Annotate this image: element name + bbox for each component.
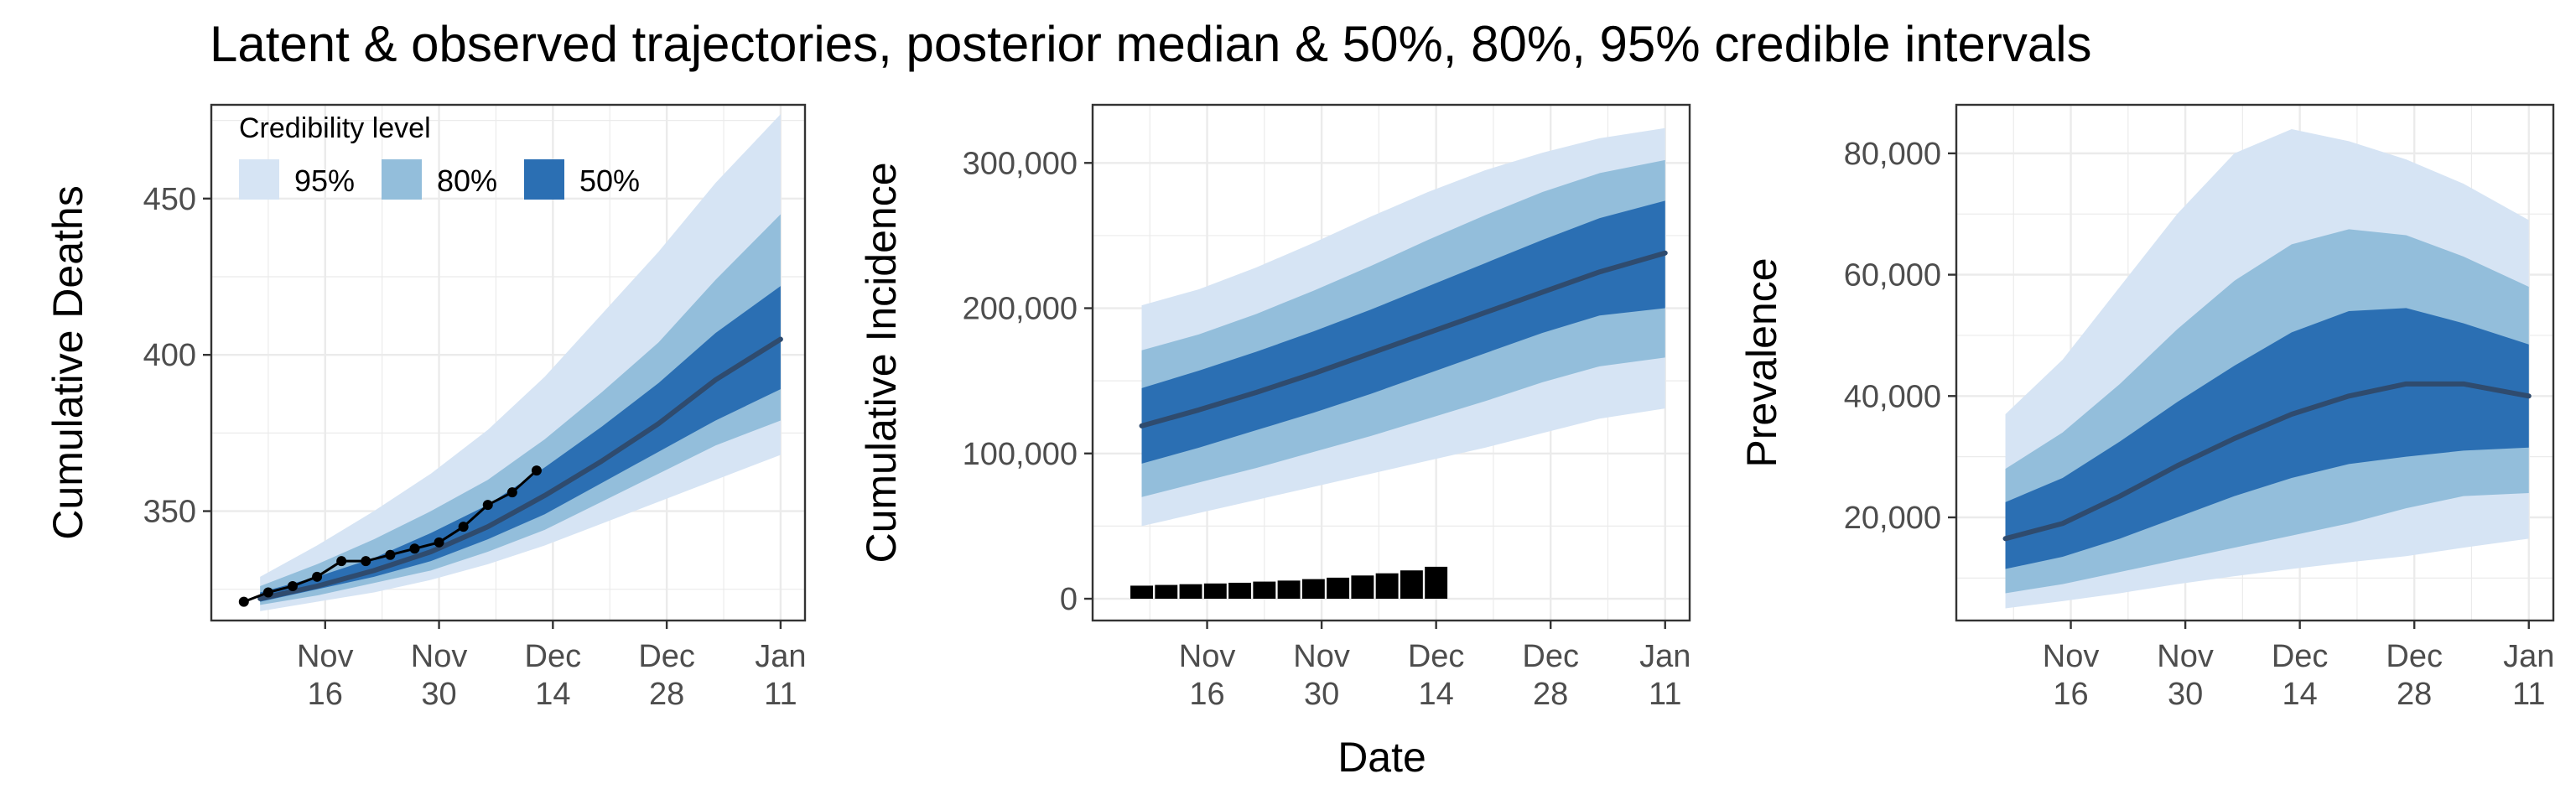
x-tick-label-month: Dec [2386,639,2443,674]
x-tick-label-day: 14 [535,677,570,712]
observed-point [482,500,493,511]
observed-bar [1400,570,1423,600]
x-tick-label-month: Jan [755,639,806,674]
x-tick-label-month: Dec [638,639,695,674]
observed-bar [1277,580,1301,600]
x-tick-label-month: Jan [1639,639,1690,674]
y-tick-label: 200,000 [963,292,1078,327]
legend-label: 80% [437,164,497,198]
observed-point [385,549,396,560]
observed-point [336,556,347,567]
panel-prevalence: 20,00040,00060,00080,000Nov16Nov30Dec14D… [1738,103,2555,712]
x-tick-label-month: Jan [2503,639,2554,674]
band-50 [2005,308,2529,569]
observed-bar [1155,584,1178,600]
observed-bar [1228,582,1252,600]
x-tick-label-day: 14 [1419,677,1454,712]
observed-point [287,581,298,591]
x-tick-label-month: Dec [2272,639,2329,674]
observed-bar [1425,566,1448,600]
median-line [2002,381,2532,542]
observed-point [506,487,517,498]
observed-bar [1203,583,1227,600]
x-tick-label-month: Dec [1408,639,1465,674]
x-tick-label-day: 28 [1533,677,1568,712]
y-tick-label: 60,000 [1844,258,1941,293]
panel-cumulative-deaths: 350400450Nov16Nov30Dec14Dec28Jan11Cumula… [44,103,807,712]
x-tick-label-day: 16 [1189,677,1224,712]
y-tick-label: 20,000 [1844,501,1941,536]
observed-point [409,543,420,554]
median-line [257,336,783,601]
panel-cumulative-incidence: 0100,000200,000300,000Nov16Nov30Dec14Dec… [858,103,1691,712]
y-tick-label: 40,000 [1844,379,1941,414]
band-95 [260,114,781,611]
y-axis-title: Cumulative Deaths [44,185,91,539]
x-axis-title: Date [1337,734,1426,781]
y-tick-label: 400 [143,338,196,373]
legend-label: 95% [294,164,355,198]
observed-point [361,556,371,567]
y-tick-label: 100,000 [963,437,1078,472]
x-tick-label-month: Dec [525,639,582,674]
x-tick-label-month: Nov [297,639,354,674]
x-tick-label-day: 30 [2168,677,2203,712]
legend-key-95 [239,159,279,200]
x-tick-label-month: Nov [2043,639,2100,674]
observed-bar [1351,575,1374,600]
x-tick-label-day: 16 [2053,677,2088,712]
x-tick-label-month: Nov [411,639,468,674]
x-tick-label-day: 11 [1649,677,1681,712]
observed-bar [1179,584,1202,600]
legend-title: Credibility level [239,112,431,144]
legend-label: 50% [579,164,640,198]
observed-bar [1327,577,1350,600]
y-tick-label: 0 [1060,582,1078,617]
observed-point [434,537,444,548]
x-tick-label-day: 28 [649,677,684,712]
x-tick-label-day: 16 [308,677,343,712]
observed-bar [1130,585,1153,600]
x-tick-label-day: 30 [1304,677,1339,712]
observed-point [262,587,273,598]
x-tick-label-day: 28 [2397,677,2432,712]
y-tick-label: 300,000 [963,146,1078,181]
observed-bar [1375,573,1399,600]
x-tick-label-month: Dec [1522,639,1579,674]
x-tick-label-month: Nov [1293,639,1350,674]
x-tick-label-day: 14 [2283,677,2318,712]
panel-border [1091,103,1691,622]
legend-key-80 [382,159,422,200]
observed-bar [1301,579,1325,600]
band-50 [1141,200,1665,464]
x-tick-label-month: Nov [2157,639,2214,674]
y-tick-label: 80,000 [1844,137,1941,172]
panel-border [210,103,807,622]
observed-point [312,571,323,582]
observed-point [458,522,469,532]
figure-title: Latent & observed trajectories, posterio… [210,16,2092,72]
panel-border [1955,103,2555,622]
y-tick-label: 350 [143,495,196,530]
legend-key-50 [524,159,564,200]
x-tick-label-day: 30 [421,677,456,712]
observed-point [238,596,249,607]
y-axis-title: Prevalence [1738,257,1785,467]
y-tick-label: 450 [143,182,196,217]
y-axis-title: Cumulative Incidence [858,162,905,563]
observed-bar [1253,581,1276,600]
legend: Credibility level 95% 80% 50% [239,112,640,200]
x-tick-label-day: 11 [764,677,797,712]
median-line [1139,250,1668,428]
x-tick-label-month: Nov [1179,639,1236,674]
x-tick-label-day: 11 [2512,677,2545,712]
observed-point [531,465,542,476]
